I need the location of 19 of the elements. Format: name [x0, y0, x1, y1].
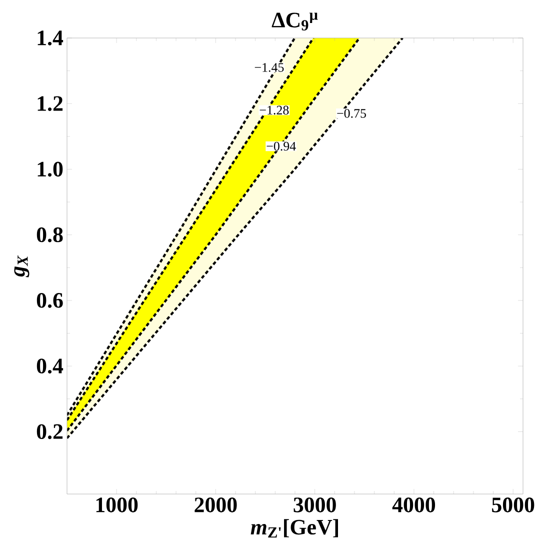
annotation: −0.94	[266, 142, 296, 151]
y-tick-label: 1.4	[38, 30, 64, 46]
y-tick-label: 0.2	[36, 424, 63, 440]
x-tick-label: 1000	[96, 498, 138, 512]
annotation: −0.75	[337, 109, 366, 118]
chart-title: ΔC$_{9}$μ	[272, 12, 318, 30]
x-axis-title: m$_{Z'}$[GeV]	[250, 519, 338, 538]
x-tick-label: 3000	[294, 498, 336, 512]
annotation: −1.28	[260, 106, 289, 115]
annotation: −1.45	[254, 63, 284, 72]
x-tick-label: 5000	[492, 498, 534, 512]
x-tick-label: 2000	[194, 498, 237, 512]
y-tick-label: 0.8	[36, 227, 63, 242]
x-tick-label: 4000	[392, 498, 436, 512]
y-axis-title: g$_{X}$	[14, 255, 30, 278]
y-tick-label: 0.6	[36, 293, 63, 308]
y-tick-label: 0.4	[36, 358, 64, 374]
y-tick-label: 1.0	[38, 162, 63, 177]
y-tick-label: 1.2	[38, 96, 63, 112]
